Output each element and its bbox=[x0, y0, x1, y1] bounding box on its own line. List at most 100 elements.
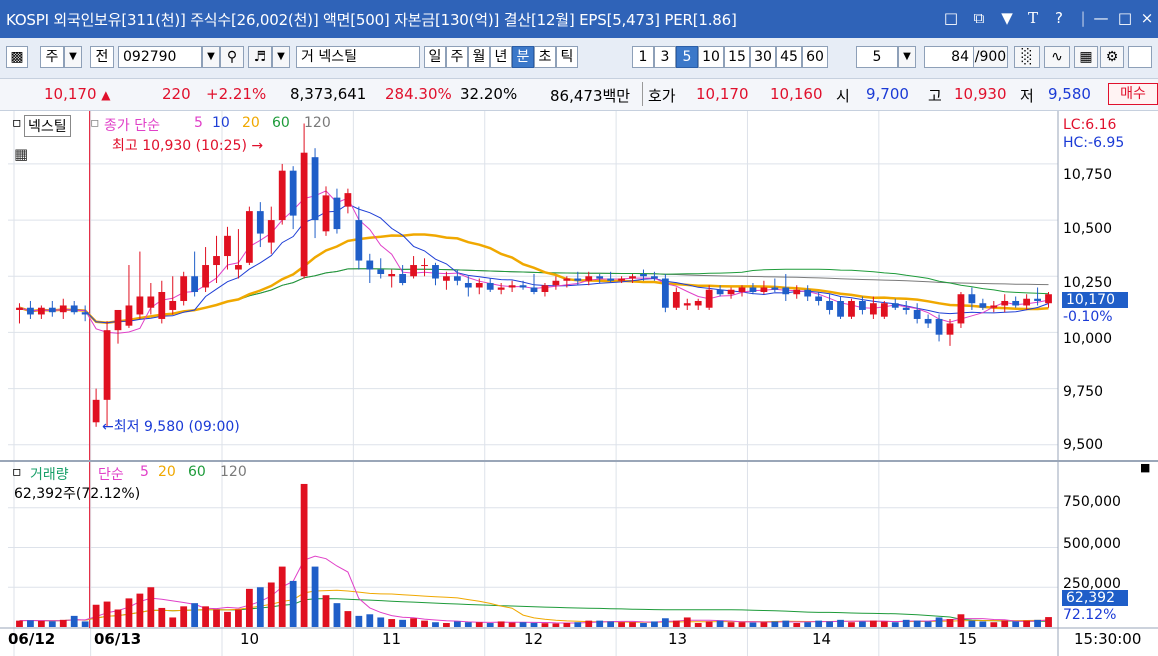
market-select[interactable]: 주 bbox=[40, 46, 64, 68]
candle-body bbox=[213, 256, 220, 266]
y-tick: 9,750 bbox=[1063, 384, 1104, 400]
volume-bar bbox=[464, 622, 472, 627]
volume-bar bbox=[1001, 620, 1009, 627]
interval-value[interactable]: 5 bbox=[856, 46, 898, 68]
interval-button[interactable]: 3 bbox=[654, 46, 676, 68]
candle-body bbox=[979, 303, 987, 308]
interval-button[interactable]: 30 bbox=[750, 46, 776, 68]
x-label: 15 bbox=[958, 630, 978, 648]
volume-bar bbox=[300, 483, 308, 627]
ask-price: 10,170 bbox=[696, 85, 749, 103]
candle-body bbox=[859, 300, 866, 310]
stock-name-field[interactable]: 거 넥스틸 bbox=[296, 46, 420, 68]
close-icon[interactable]: × bbox=[1140, 9, 1154, 27]
current-volume-marker: 62,392 bbox=[1062, 590, 1128, 606]
period-tab[interactable]: 분 bbox=[512, 46, 534, 68]
ma5-line bbox=[19, 190, 1049, 334]
font-icon[interactable]: T bbox=[1027, 9, 1038, 27]
count-input[interactable]: 84 bbox=[924, 46, 974, 68]
y-tick: 10,500 bbox=[1063, 221, 1112, 237]
period-tab[interactable]: 틱 bbox=[556, 46, 578, 68]
volume-bar bbox=[651, 621, 658, 627]
settings-icon[interactable]: ⚙ bbox=[1100, 46, 1124, 68]
trend-icon[interactable]: ∿ bbox=[1044, 46, 1070, 68]
candle-body bbox=[399, 274, 407, 284]
stock-code-input[interactable]: 092790 bbox=[118, 46, 202, 68]
period-tab[interactable]: 초 bbox=[534, 46, 556, 68]
candle-body bbox=[946, 323, 954, 335]
period-tab[interactable]: 월 bbox=[468, 46, 490, 68]
volume-bar bbox=[869, 620, 877, 627]
candle-body bbox=[749, 287, 757, 292]
volume-value: 62,392주(72.12%) bbox=[14, 486, 141, 502]
period-tab[interactable]: 일 bbox=[424, 46, 446, 68]
volume-bar bbox=[114, 609, 122, 627]
interval-button[interactable]: 45 bbox=[776, 46, 802, 68]
candle-body bbox=[508, 285, 516, 288]
window-icon[interactable]: □ bbox=[943, 9, 959, 27]
candle-body bbox=[694, 300, 702, 306]
candle-body bbox=[114, 309, 122, 331]
pin-icon[interactable]: ▼ bbox=[1001, 9, 1013, 27]
volume-bar bbox=[694, 623, 702, 627]
sound-dropdown-icon[interactable]: ▼ bbox=[272, 46, 290, 68]
candle-body bbox=[596, 276, 604, 279]
period-tab[interactable]: 주 bbox=[446, 46, 468, 68]
ma-marker: ▫ bbox=[90, 115, 100, 131]
checkbox[interactable] bbox=[1128, 46, 1152, 68]
volume-bar bbox=[749, 622, 757, 627]
min-price-label: ←최저 9,580 (09:00) bbox=[102, 419, 240, 435]
stock-legend[interactable]: 넥스틸 bbox=[24, 115, 71, 137]
sound-icon[interactable]: ♬ bbox=[248, 46, 272, 68]
copy-icon[interactable]: ⧉ bbox=[973, 9, 985, 27]
market-dropdown-icon[interactable]: ▼ bbox=[64, 46, 82, 68]
chart-type-icon[interactable]: ▩ bbox=[6, 46, 28, 68]
candle-body bbox=[322, 195, 330, 232]
candle-body bbox=[1001, 300, 1009, 306]
candle-body bbox=[202, 265, 209, 288]
volume-bar bbox=[377, 617, 385, 627]
volume-bar bbox=[366, 614, 374, 627]
volume-bar bbox=[848, 622, 855, 627]
x-label: 12 bbox=[524, 630, 544, 648]
volume-bar bbox=[37, 620, 45, 627]
x-label: 10 bbox=[240, 630, 260, 648]
minimize-icon[interactable]: — bbox=[1093, 9, 1109, 27]
scope-button[interactable]: 전 bbox=[90, 46, 114, 68]
help-icon[interactable]: ? bbox=[1055, 9, 1063, 27]
current-price: 10,170 ▲ bbox=[44, 85, 111, 103]
volume: 8,373,641 bbox=[290, 85, 367, 103]
panel-close-icon[interactable]: ■ bbox=[1140, 461, 1151, 474]
interval-button[interactable]: 60 bbox=[802, 46, 828, 68]
volume-bar bbox=[432, 622, 439, 627]
interval-dropdown-icon[interactable]: ▼ bbox=[898, 46, 916, 68]
interval-button[interactable]: 5 bbox=[676, 46, 698, 68]
interval-button[interactable]: 15 bbox=[724, 46, 750, 68]
candle-icon[interactable]: ░ bbox=[1014, 46, 1040, 68]
quote-bar: 10,170 ▲ 220 +2.21% 8,373,641 284.30% 32… bbox=[0, 79, 1158, 111]
volume-bar bbox=[957, 614, 965, 627]
volume-bar bbox=[519, 622, 527, 627]
panel-separator[interactable] bbox=[0, 460, 1158, 462]
volume-bar bbox=[727, 622, 735, 627]
x-label: 14 bbox=[812, 630, 832, 648]
code-dropdown-icon[interactable]: ▼ bbox=[202, 46, 220, 68]
interval-button[interactable]: 10 bbox=[698, 46, 724, 68]
candle-body bbox=[103, 330, 111, 400]
table-icon[interactable]: ▦ bbox=[14, 145, 29, 163]
volume-bar bbox=[574, 622, 582, 627]
period-tab[interactable]: 년 bbox=[490, 46, 512, 68]
volume-bar bbox=[990, 622, 998, 627]
volume-bar bbox=[946, 619, 954, 627]
search-icon[interactable]: ⚲ bbox=[220, 46, 244, 68]
buy-button[interactable]: 매수 bbox=[1108, 83, 1158, 105]
candle-body bbox=[267, 220, 275, 243]
maximize-icon[interactable]: □ bbox=[1117, 9, 1133, 27]
volume-bar bbox=[289, 580, 297, 627]
volume-bar bbox=[245, 588, 253, 627]
volume-bar bbox=[738, 622, 746, 627]
volume-bar bbox=[924, 621, 932, 627]
interval-button[interactable]: 1 bbox=[632, 46, 654, 68]
candle-body bbox=[27, 307, 34, 315]
save-icon[interactable]: ▦ bbox=[1074, 46, 1098, 68]
